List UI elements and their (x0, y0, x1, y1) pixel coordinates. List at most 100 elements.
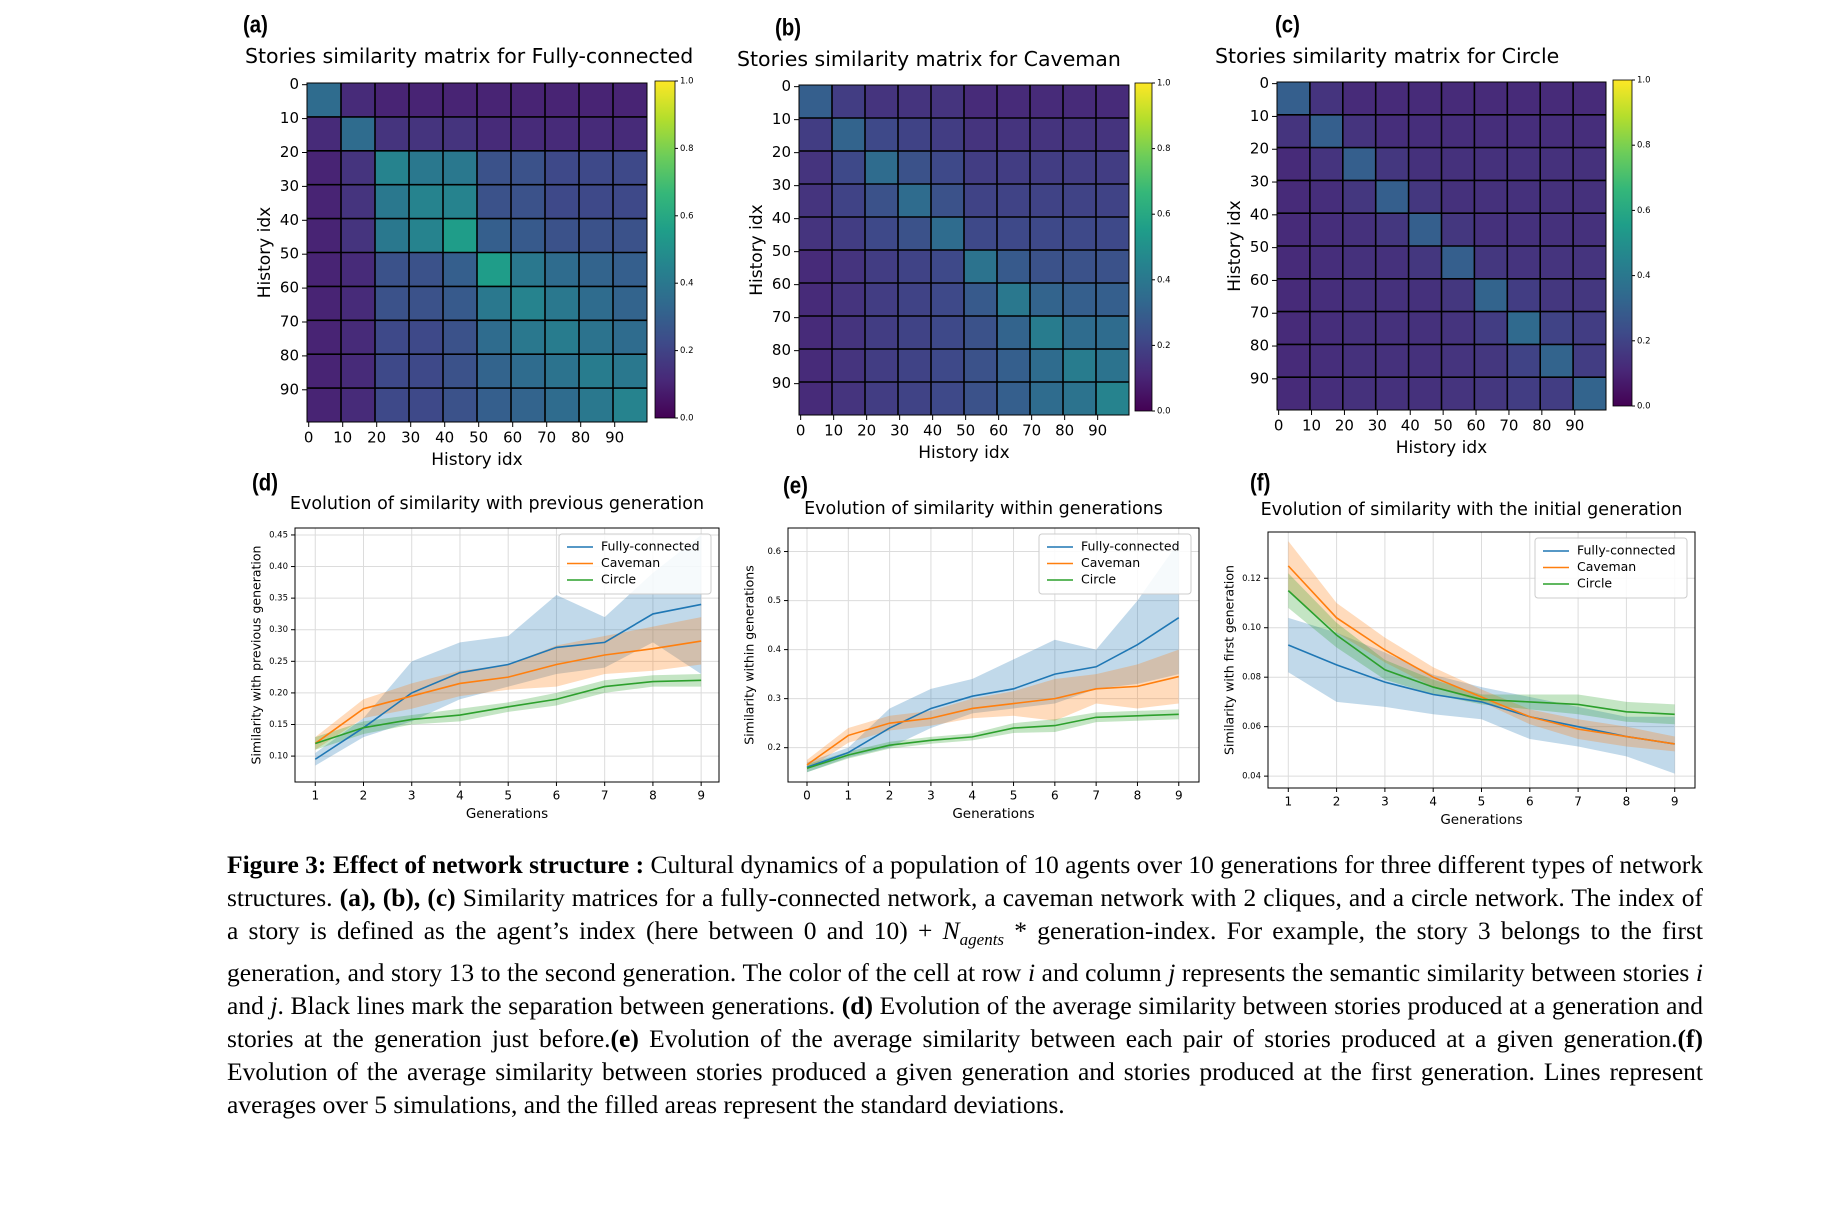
heatmap-cell (964, 316, 998, 350)
y-tick-label: 20 (1250, 140, 1269, 158)
colorbar-tick-label: 0.8 (680, 144, 694, 154)
x-axis-label: Generations (1440, 812, 1522, 828)
heatmap-cell (375, 150, 410, 186)
heatmap-cell (1309, 246, 1344, 280)
heatmap-cell (898, 118, 932, 152)
heatmap-cell (1309, 278, 1344, 313)
caption-math: j (1168, 958, 1176, 988)
heatmap-cell (375, 116, 410, 152)
x-axis-label: Generations (466, 806, 548, 822)
x-tick-label: 7 (1092, 789, 1100, 803)
heatmap-cell (1277, 180, 1311, 214)
heatmap-cell (799, 250, 833, 284)
y-tick-label: 0.06 (1242, 722, 1261, 732)
heatmap-cell (931, 85, 965, 119)
y-axis-label: Similarity within generations (742, 565, 757, 744)
std-band (1288, 541, 1675, 752)
y-tick-label: 0.45 (269, 530, 288, 540)
heatmap-cell (799, 283, 833, 317)
heatmap-cell (1540, 246, 1574, 280)
heatmap-cell (477, 320, 512, 355)
y-tick-label: 30 (772, 176, 791, 194)
heatmap-cell (1096, 382, 1130, 416)
caption: Figure 3: Effect of network structure : … (227, 848, 1703, 1121)
y-tick-label: 60 (1250, 271, 1269, 289)
heatmap-cell (964, 382, 998, 416)
heatmap-cell (1408, 114, 1442, 149)
chart-title: Evolution of similarity with the initial… (1261, 500, 1683, 520)
heatmap-cell (375, 218, 410, 253)
heatmap-cell (799, 118, 833, 152)
heatmap-cell (1540, 82, 1574, 116)
x-tick-label: 8 (649, 789, 657, 803)
caption-text: Evolution of the average similarity betw… (638, 1024, 1678, 1054)
heatmap-cell (997, 85, 1031, 119)
heatmap-cell (1573, 278, 1607, 313)
heatmap-cell (307, 252, 342, 287)
y-tick-label: 70 (1250, 304, 1269, 322)
y-tick-label: 0 (289, 75, 299, 93)
heatmap-cell (931, 151, 965, 185)
legend-label: Caveman (1081, 555, 1140, 570)
x-tick-label: 10 (1302, 417, 1321, 435)
y-tick-label: 60 (772, 275, 791, 293)
caption-subscript: agents (959, 930, 1005, 950)
heatmap-cell (511, 388, 546, 423)
heatmap-cell (997, 151, 1031, 185)
heatmap-cell (613, 286, 648, 321)
heatmap-cell (1375, 180, 1410, 214)
y-tick-label: 0.10 (269, 752, 288, 762)
heatmap-cell (307, 388, 342, 423)
x-tick-label: 50 (956, 422, 975, 440)
heatmap-cell (1540, 180, 1574, 214)
heatmap-cell (1474, 311, 1508, 345)
heatmap-cell (964, 184, 998, 218)
y-tick-label: 50 (1250, 238, 1269, 256)
heatmap-cell (1540, 278, 1574, 313)
heatmap-cell (1277, 344, 1311, 378)
heatmap-cell (832, 184, 866, 218)
plot-frame (1276, 81, 1607, 411)
heatmap-cell (545, 252, 580, 287)
heatmap-cell (1030, 349, 1064, 383)
x-tick-label: 10 (824, 422, 843, 440)
heatmap-cell (511, 320, 546, 355)
heatmap-cell (307, 116, 342, 152)
heatmap-cell (865, 382, 899, 416)
heatmap-cell (1408, 344, 1442, 378)
heatmap-cell (931, 118, 965, 152)
heatmap-cell (1441, 82, 1475, 116)
heatmap-cell (1096, 250, 1130, 284)
heatmap-cell (443, 354, 478, 389)
caption-text: Cultural dynamics of a population of 10 … (227, 850, 1703, 912)
x-tick-label: 80 (571, 429, 590, 447)
colorbar-tick-label: 0.6 (1157, 210, 1171, 220)
heatmap-cell (964, 118, 998, 152)
heatmap-cell (832, 382, 866, 416)
heatmap-cell (307, 218, 342, 253)
x-axis-label: History idx (1396, 438, 1487, 458)
heatmap-cell (865, 85, 899, 119)
heatmap-cell (409, 218, 444, 253)
x-tick-label: 70 (537, 429, 556, 447)
y-axis-label: History idx (1225, 200, 1245, 291)
heatmap-cell (1375, 213, 1410, 247)
heatmap-cell (477, 218, 512, 253)
heatmap-cell (579, 252, 614, 287)
heatmap-cell (1342, 147, 1377, 181)
plot-frame (306, 82, 648, 423)
y-tick-label: 0.35 (269, 594, 288, 604)
heatmap-cell (898, 217, 932, 251)
colorbar-tick-label: 0.4 (680, 279, 694, 289)
heatmap-cell (1408, 377, 1442, 411)
heatmap-cell (511, 83, 546, 118)
caption-text: Evolution of the average similarity betw… (227, 991, 1703, 1054)
colorbar (1612, 79, 1633, 407)
heatmap-cell (898, 85, 932, 119)
heatmap-cell (865, 316, 899, 350)
x-axis-label: History idx (918, 443, 1009, 463)
heatmap-cell (1096, 118, 1130, 152)
x-tick-label: 2 (1333, 795, 1341, 809)
heatmap-cell (375, 83, 410, 118)
caption-text: . Black lines mark the separation betwee… (277, 991, 842, 1021)
